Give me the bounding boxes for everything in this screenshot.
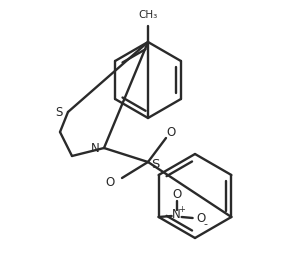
Text: CH₃: CH₃ xyxy=(138,10,158,20)
Text: O: O xyxy=(172,187,181,200)
Text: -: - xyxy=(204,219,208,229)
Text: S: S xyxy=(55,105,63,119)
Text: O: O xyxy=(105,176,115,188)
Text: N: N xyxy=(91,142,99,155)
Text: N: N xyxy=(172,208,181,221)
Text: O: O xyxy=(196,212,205,226)
Text: O: O xyxy=(166,126,176,140)
Text: S: S xyxy=(151,157,159,170)
Text: +: + xyxy=(178,206,185,215)
